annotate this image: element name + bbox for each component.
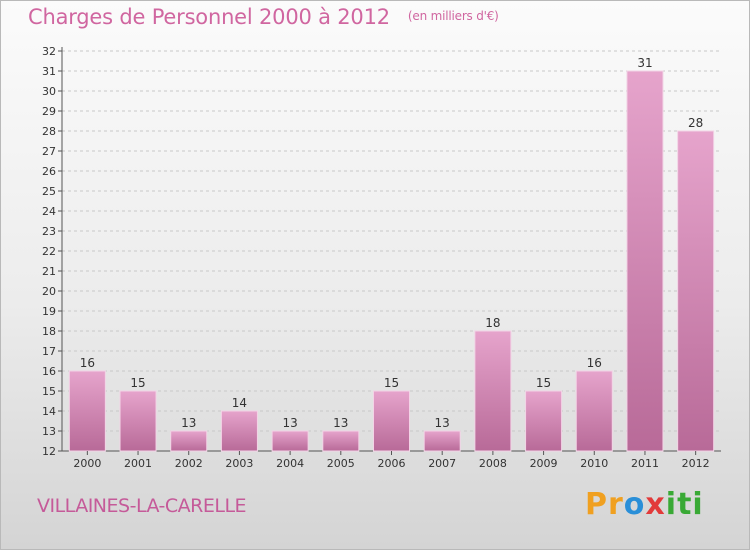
chart-title: Charges de Personnel 2000 à 2012 (en mill… [28,5,499,29]
logo-letter: o [623,487,646,522]
proxiti-logo: Proxiti [585,487,704,522]
y-tick-label: 23 [42,225,56,238]
x-tick-label: 2003 [225,457,253,470]
logo-letter: x [645,487,666,522]
x-tick-label: 2012 [682,457,710,470]
x-tick-label: 2008 [479,457,507,470]
logo-letter: P [585,487,608,522]
bar [373,390,410,452]
x-tick-label: 2002 [175,457,203,470]
y-tick-label: 24 [42,205,56,218]
bar-value-label: 31 [637,56,652,70]
bar [423,430,461,452]
bar-value-label: 15 [536,376,551,390]
bar [322,430,360,452]
bar [474,330,512,452]
y-tick-label: 29 [42,105,56,118]
bar-value-label: 14 [232,396,247,410]
logo-letter: i [665,487,678,522]
y-tick-label: 31 [42,65,56,78]
bar-value-label: 13 [181,416,196,430]
y-tick-label: 22 [42,245,56,258]
chart-unit: (en milliers d'€) [407,9,499,23]
bar-value-label: 13 [282,416,297,430]
bar [68,370,106,452]
y-tick-label: 16 [42,365,56,378]
y-tick-label: 26 [42,165,56,178]
x-tick-label: 2001 [124,457,152,470]
y-tick-label: 21 [42,265,56,278]
y-tick-label: 15 [42,385,56,398]
bar-value-label: 13 [333,416,348,430]
bar [271,430,309,452]
bar-value-label: 16 [80,356,95,370]
bar [626,70,664,452]
x-tick-label: 2006 [378,457,406,470]
bar-value-label: 28 [688,116,703,130]
logo-letter: r [608,487,624,522]
bar [677,130,715,452]
x-tick-label: 2007 [428,457,456,470]
bar [220,410,258,452]
y-tick-label: 30 [42,85,56,98]
bar [170,430,208,452]
logo-letter: t [677,487,693,522]
y-tick-label: 25 [42,185,56,198]
y-tick-label: 28 [42,125,56,138]
y-tick-label: 18 [42,325,56,338]
bar [525,390,563,452]
bar-value-label: 13 [435,416,450,430]
y-tick-label: 20 [42,285,56,298]
y-tick-label: 27 [42,145,56,158]
bar-value-label: 15 [130,376,145,390]
bar-value-label: 16 [587,356,602,370]
x-tick-label: 2009 [530,457,558,470]
y-tick-label: 12 [42,445,56,458]
x-tick-label: 2010 [580,457,608,470]
y-tick-label: 13 [42,425,56,438]
bar-value-label: 15 [384,376,399,390]
commune-name: VILLAINES-LA-CARELLE [37,495,247,517]
x-tick-label: 2004 [276,457,304,470]
y-tick-label: 32 [42,45,56,58]
bar-value-label: 18 [485,316,500,330]
y-tick-label: 19 [42,305,56,318]
logo-letter: i [692,487,704,522]
x-tick-label: 2000 [73,457,101,470]
y-tick-label: 14 [42,405,56,418]
bar [119,390,157,452]
chart-title-text: Charges de Personnel 2000 à 2012 [28,5,390,29]
x-tick-label: 2005 [327,457,355,470]
x-tick-label: 2011 [631,457,659,470]
bar [575,370,613,452]
y-tick-label: 17 [42,345,56,358]
